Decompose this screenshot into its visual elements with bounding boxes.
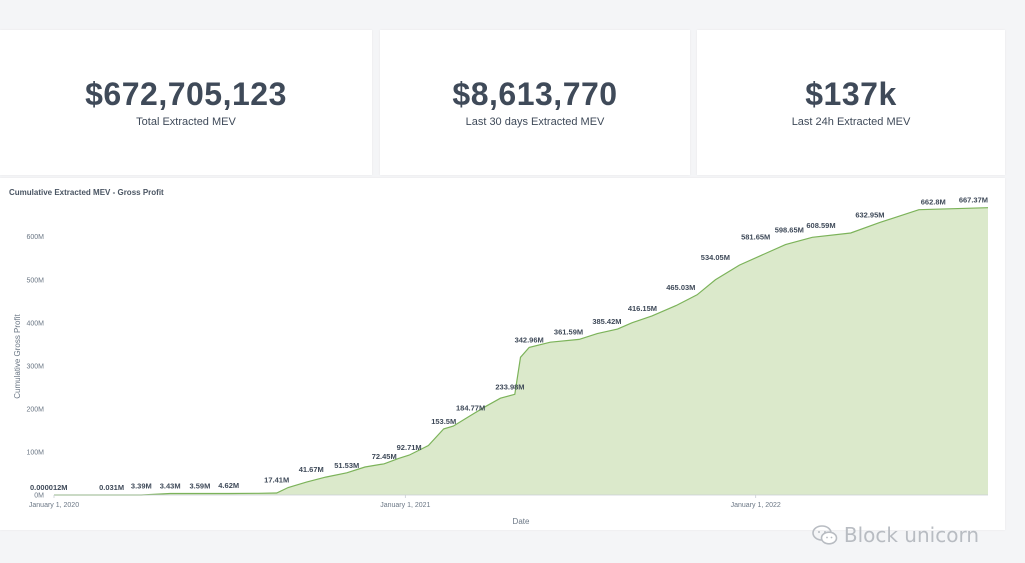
y-tick-label: 400M bbox=[26, 320, 44, 327]
x-axis-title: Date bbox=[513, 517, 530, 526]
data-label: 51.53M bbox=[334, 461, 359, 470]
cumulative-mev-chart: 0M 100M 200M 300M 400M 500M 600M January 1, 202… bbox=[13, 196, 989, 526]
data-label: 465.03M bbox=[666, 283, 695, 292]
x-tick-label: January 1, 2020 bbox=[29, 502, 79, 509]
data-label: 0.031M bbox=[99, 483, 124, 492]
data-label: 92.71M bbox=[397, 443, 422, 452]
data-label: 534.05M bbox=[701, 253, 730, 262]
stat-label: Last 24h Extracted MEV bbox=[791, 116, 911, 129]
series-line bbox=[54, 207, 989, 496]
data-label: 17.41M bbox=[264, 476, 289, 485]
chart-card: Cumulative Extracted MEV - Gross Profit … bbox=[0, 178, 1005, 530]
watermark: Block unicorn bbox=[812, 523, 979, 547]
data-label: 153.5M bbox=[431, 417, 456, 426]
series-area bbox=[54, 207, 988, 495]
data-label: 0.000012M bbox=[30, 483, 68, 492]
y-tick-label: 100M bbox=[26, 449, 44, 456]
data-label: 3.59M bbox=[189, 481, 210, 490]
stat-card-24h: $137k Last 24h Extracted MEV bbox=[697, 30, 1005, 175]
stat-card-total: $672,705,123 Total Extracted MEV bbox=[0, 30, 372, 175]
y-tick-label: 600M bbox=[26, 234, 44, 241]
wechat-icon bbox=[812, 525, 838, 545]
stat-value: $137k bbox=[805, 75, 897, 112]
stat-card-30-days: $8,613,770 Last 30 days Extracted MEV bbox=[380, 30, 690, 175]
data-label: 598.65M bbox=[775, 225, 804, 234]
data-label: 416.15M bbox=[628, 304, 657, 313]
data-label: 3.39M bbox=[131, 482, 152, 491]
stat-label: Last 30 days Extracted MEV bbox=[465, 116, 605, 129]
x-tick-label: January 1, 2021 bbox=[380, 502, 430, 509]
data-label: 41.67M bbox=[299, 465, 324, 474]
data-label: 4.62M bbox=[218, 481, 239, 490]
watermark-text: Block unicorn bbox=[843, 523, 979, 547]
chart-title: Cumulative Extracted MEV - Gross Profit bbox=[9, 188, 164, 197]
data-label: 662.8M bbox=[921, 198, 946, 207]
data-label: 608.59M bbox=[806, 221, 835, 230]
data-label: 3.43M bbox=[160, 482, 181, 491]
y-tick-label: 200M bbox=[26, 406, 44, 413]
data-label: 361.59M bbox=[554, 327, 583, 336]
data-label: 667.37M bbox=[959, 196, 988, 205]
stat-value: $672,705,123 bbox=[85, 75, 287, 112]
data-label: 581.65M bbox=[741, 233, 770, 242]
data-label: 632.95M bbox=[855, 211, 884, 220]
data-label: 233.98M bbox=[495, 382, 524, 391]
y-tick-label: 0M bbox=[34, 493, 44, 500]
y-tick-label: 500M bbox=[26, 277, 44, 284]
data-label: 385.42M bbox=[592, 317, 621, 326]
x-tick-label: January 1, 2022 bbox=[731, 502, 781, 509]
stat-label: Total Extracted MEV bbox=[136, 116, 236, 129]
data-label: 184.77M bbox=[456, 403, 485, 412]
data-label: 72.45M bbox=[372, 452, 397, 461]
y-tick-label: 300M bbox=[26, 363, 44, 370]
y-axis-title: Cumulative Gross Profit bbox=[13, 313, 22, 398]
stat-value: $8,613,770 bbox=[452, 75, 618, 112]
data-label: 342.96M bbox=[515, 335, 544, 344]
